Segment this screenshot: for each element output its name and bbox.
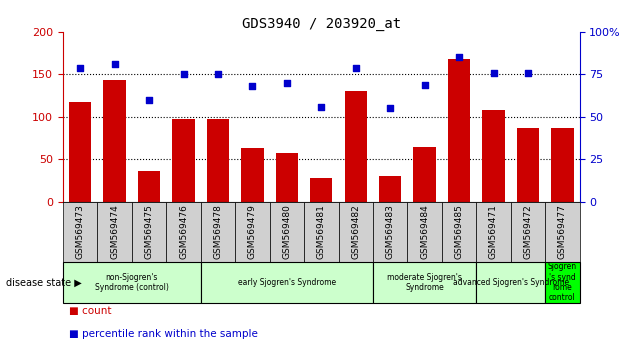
Bar <box>98 202 132 262</box>
Bar <box>173 119 195 202</box>
Text: GSM569482: GSM569482 <box>352 205 360 259</box>
Point <box>110 61 120 67</box>
Bar <box>408 202 442 262</box>
Point <box>488 70 498 75</box>
Bar <box>448 59 470 202</box>
Point <box>385 105 395 111</box>
Text: GSM569481: GSM569481 <box>317 204 326 259</box>
Text: GSM569474: GSM569474 <box>110 205 119 259</box>
Point <box>420 82 430 87</box>
Bar <box>63 262 201 303</box>
Bar <box>379 176 401 202</box>
Bar <box>241 148 263 202</box>
Bar <box>483 110 505 202</box>
Bar <box>476 202 511 262</box>
Text: ■ percentile rank within the sample: ■ percentile rank within the sample <box>69 329 258 339</box>
Point <box>282 80 292 86</box>
Text: GSM569478: GSM569478 <box>214 204 222 259</box>
Bar <box>207 119 229 202</box>
Text: GSM569483: GSM569483 <box>386 204 394 259</box>
Bar <box>545 202 580 262</box>
Bar <box>373 202 408 262</box>
Bar <box>413 147 436 202</box>
Text: GSM569476: GSM569476 <box>179 204 188 259</box>
Text: ■ count: ■ count <box>69 306 112 316</box>
Text: GSM569479: GSM569479 <box>248 204 257 259</box>
Bar <box>63 202 98 262</box>
Text: early Sjogren's Syndrome: early Sjogren's Syndrome <box>238 278 336 287</box>
Text: Sjogren
's synd
rome
control: Sjogren 's synd rome control <box>548 262 577 302</box>
Bar <box>373 262 476 303</box>
Point <box>144 97 154 103</box>
Bar <box>338 202 373 262</box>
Point <box>75 65 85 70</box>
Bar <box>276 153 298 202</box>
Text: GSM569477: GSM569477 <box>558 204 567 259</box>
Text: GSM569475: GSM569475 <box>145 204 154 259</box>
Bar <box>345 91 367 202</box>
Bar <box>132 202 166 262</box>
Bar <box>304 202 338 262</box>
Point <box>316 104 326 109</box>
Title: GDS3940 / 203920_at: GDS3940 / 203920_at <box>242 17 401 31</box>
Bar <box>551 128 573 202</box>
Point <box>178 72 188 77</box>
Text: non-Sjogren's
Syndrome (control): non-Sjogren's Syndrome (control) <box>95 273 169 292</box>
Text: GSM569471: GSM569471 <box>489 204 498 259</box>
Bar <box>69 102 91 202</box>
Bar <box>270 202 304 262</box>
Text: disease state ▶: disease state ▶ <box>6 277 82 287</box>
Text: GSM569485: GSM569485 <box>455 204 464 259</box>
Point <box>523 70 533 75</box>
Text: moderate Sjogren's
Syndrome: moderate Sjogren's Syndrome <box>387 273 462 292</box>
Bar <box>103 80 126 202</box>
Bar <box>476 262 545 303</box>
Text: GSM569484: GSM569484 <box>420 205 429 259</box>
Bar <box>201 262 373 303</box>
Point <box>213 72 223 77</box>
Bar <box>442 202 476 262</box>
Bar <box>138 171 160 202</box>
Point <box>248 84 258 89</box>
Bar <box>545 262 580 303</box>
Text: GSM569480: GSM569480 <box>282 204 291 259</box>
Point <box>454 55 464 60</box>
Bar <box>511 202 545 262</box>
Bar <box>201 202 235 262</box>
Bar <box>235 202 270 262</box>
Bar <box>517 128 539 202</box>
Text: GSM569472: GSM569472 <box>524 205 532 259</box>
Text: advanced Sjogren's Syndrome: advanced Sjogren's Syndrome <box>453 278 569 287</box>
Point <box>351 65 361 70</box>
Bar <box>166 202 201 262</box>
Text: GSM569473: GSM569473 <box>76 204 84 259</box>
Bar <box>310 178 333 202</box>
